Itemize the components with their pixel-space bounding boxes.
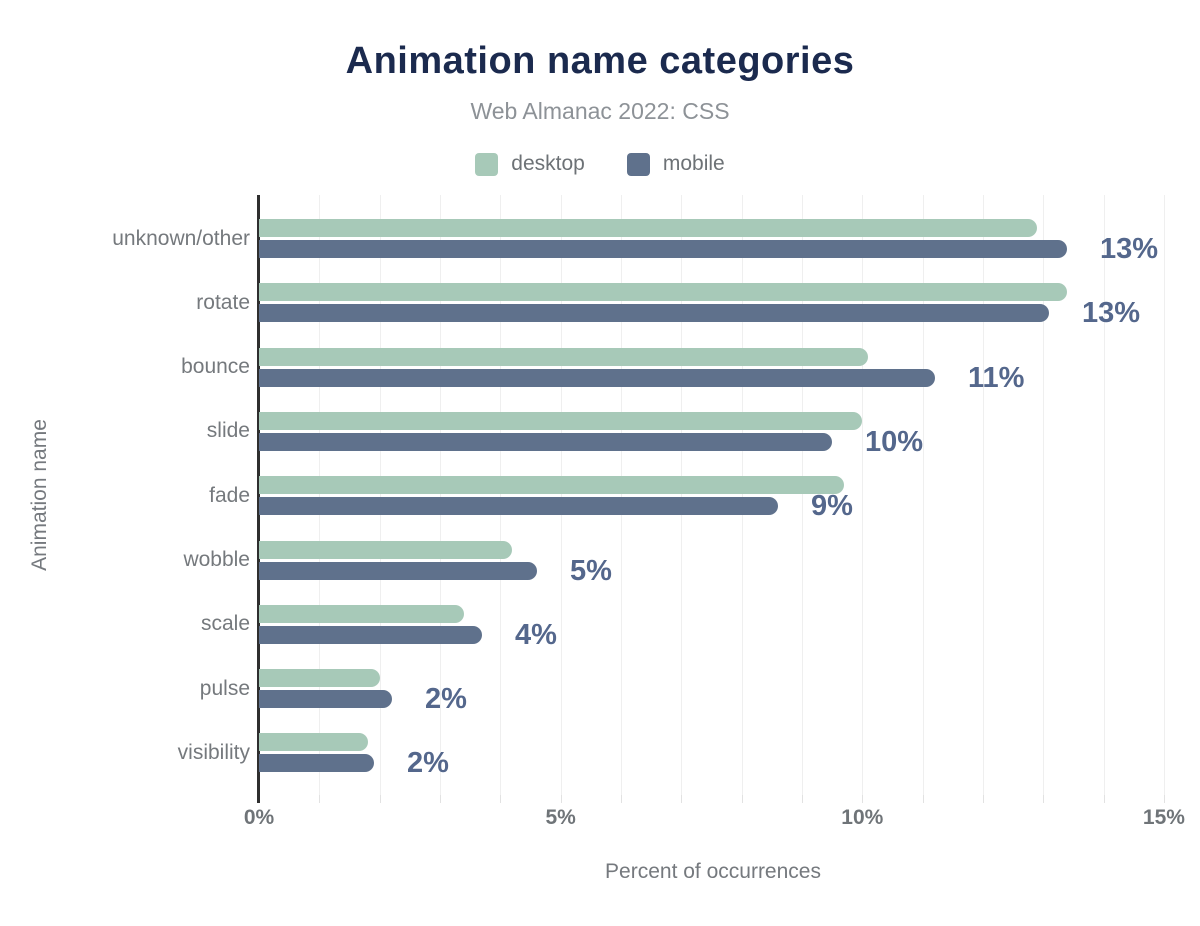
category-label: fade <box>209 483 250 507</box>
category-label: pulse <box>199 676 250 700</box>
bar-mobile-unknown-other <box>259 240 1067 258</box>
x-tick-mark <box>1043 795 1044 803</box>
bar-mobile-fade <box>259 497 778 516</box>
bar-desktop-bounce <box>259 347 868 366</box>
gridline-4pct <box>500 195 501 795</box>
value-label: 5% <box>570 554 612 587</box>
x-tick-mark <box>440 795 441 803</box>
category-label: slide <box>206 419 250 443</box>
bar-desktop-wobble <box>259 540 512 559</box>
bar-mobile-slide <box>259 432 832 451</box>
legend-item-mobile: mobile <box>626 152 725 176</box>
x-tick-mark <box>621 795 622 803</box>
chart-title: Animation name categories <box>345 40 855 82</box>
x-tick-mark <box>561 795 562 803</box>
gridline-14pct <box>1104 195 1105 795</box>
legend-swatch-mobile <box>626 152 650 176</box>
category-label: wobble <box>183 548 250 571</box>
x-tick-mark <box>802 795 803 803</box>
category-label: bounce <box>181 355 250 379</box>
category-label: scale <box>200 612 250 636</box>
gridline-15pct <box>1164 195 1165 795</box>
bar-desktop-unknown-other <box>259 219 1037 237</box>
y-axis-title: Animation name <box>28 419 51 571</box>
gridline-9pct <box>802 195 803 795</box>
value-label: 4% <box>515 618 557 651</box>
plot-area: 13% 13% 11% 10% 9% 5% 4% 2% 2% <box>257 195 1167 803</box>
x-tick-label-15pct: 15% <box>1142 806 1185 829</box>
gridline-2pct <box>380 195 381 795</box>
gridline-7pct <box>681 195 682 795</box>
bar-desktop-visibility <box>259 733 368 752</box>
chart-subtitle: Web Almanac 2022: CSS <box>470 98 730 124</box>
x-axis-title: Percent of occurrences <box>605 860 821 883</box>
legend-label: desktop <box>511 152 585 175</box>
x-tick-mark <box>319 795 320 803</box>
legend-swatch-desktop <box>475 152 499 176</box>
category-label: rotate <box>196 290 250 314</box>
category-label: unknown/other <box>112 226 250 250</box>
legend-label: mobile <box>662 152 725 175</box>
x-tick-label-5pct: 5% <box>545 806 576 829</box>
gridline-8pct <box>742 195 743 795</box>
bar-desktop-fade <box>259 476 844 495</box>
gridline-3pct <box>440 195 441 795</box>
x-tick-label-10pct: 10% <box>841 806 884 829</box>
x-tick-mark <box>983 795 984 803</box>
bar-desktop-pulse <box>259 669 380 688</box>
value-label: 2% <box>425 683 467 716</box>
value-label: 11% <box>968 361 1025 394</box>
bar-mobile-scale <box>259 625 482 644</box>
x-tick-mark <box>862 795 863 803</box>
legend: desktop mobile <box>0 152 1200 176</box>
gridline-6pct <box>621 195 622 795</box>
y-axis-line <box>257 195 260 803</box>
value-label: 13% <box>1082 297 1141 330</box>
bar-mobile-bounce <box>259 368 935 387</box>
gridline-10pct <box>862 195 863 795</box>
category-label: visibility <box>177 740 250 764</box>
value-label: 9% <box>811 490 853 523</box>
x-tick-mark <box>681 795 682 803</box>
x-tick-mark <box>380 795 381 803</box>
gridline-12pct <box>983 195 984 795</box>
x-tick-mark <box>500 795 501 803</box>
bar-mobile-rotate <box>259 304 1049 323</box>
x-tick-mark <box>1104 795 1105 803</box>
x-tick-mark <box>1164 795 1165 803</box>
bar-mobile-visibility <box>259 754 374 773</box>
value-label: 13% <box>1100 233 1159 265</box>
bar-mobile-wobble <box>259 561 537 580</box>
value-label: 10% <box>865 425 924 458</box>
bar-mobile-pulse <box>259 690 392 709</box>
gridline-1pct <box>319 195 320 795</box>
bar-desktop-slide <box>259 411 862 430</box>
bar-desktop-rotate <box>259 283 1067 302</box>
gridline-13pct <box>1043 195 1044 795</box>
legend-item-desktop: desktop <box>475 152 585 176</box>
bar-desktop-scale <box>259 604 464 623</box>
x-tick-label-0pct: 0% <box>243 806 275 829</box>
x-tick-mark <box>923 795 924 803</box>
gridline-5pct <box>561 195 562 795</box>
x-tick-mark <box>742 795 743 803</box>
gridline-11pct <box>923 195 924 795</box>
value-label: 2% <box>407 747 449 780</box>
